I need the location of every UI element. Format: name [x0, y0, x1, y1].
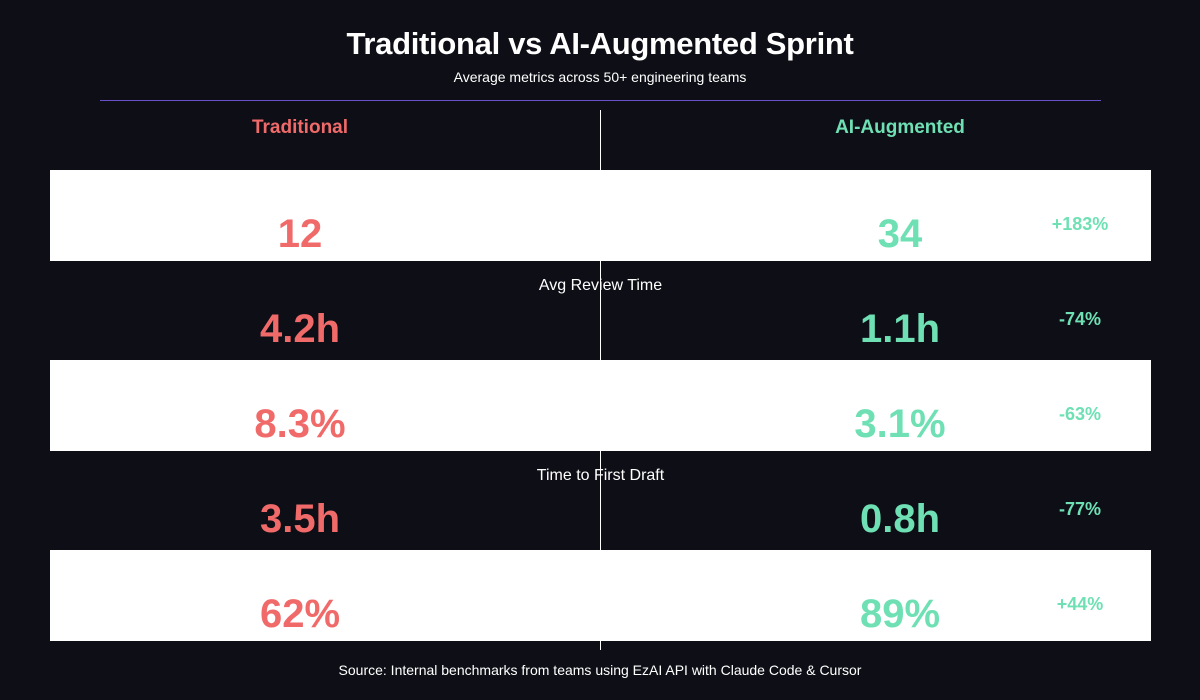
ai-value: 1.1h: [859, 307, 941, 351]
metric-row: 8.3% 3.1% -63%: [50, 360, 1151, 451]
traditional-value: 12: [277, 212, 323, 256]
ai-value: 34: [877, 212, 923, 256]
metric-row: 62% 89% +44%: [50, 550, 1151, 641]
change-badge: +183%: [1051, 214, 1109, 234]
traditional-value: 3.5h: [259, 497, 341, 541]
traditional-value: 4.2h: [259, 307, 341, 351]
column-header-ai-augmented: AI-Augmented: [835, 117, 965, 138]
metric-row: 12 34 +183%: [50, 170, 1151, 261]
metric-label: Avg Review Time: [538, 277, 663, 294]
traditional-value: 62%: [259, 592, 341, 636]
ai-value: 0.8h: [859, 497, 941, 541]
change-badge: -63%: [1058, 404, 1102, 424]
column-header-traditional: Traditional: [251, 117, 349, 138]
change-badge: +44%: [1056, 594, 1104, 614]
traditional-value: 8.3%: [254, 402, 346, 446]
header-divider: [100, 100, 1101, 101]
metric-row: Time to First Draft 3.5h 0.8h -77%: [50, 451, 1151, 550]
change-badge: -77%: [1058, 499, 1102, 519]
change-badge: -74%: [1058, 309, 1102, 329]
chart-subtitle: Average metrics across 50+ engineering t…: [453, 69, 747, 85]
ai-value: 89%: [859, 592, 941, 636]
chart-title: Traditional vs AI-Augmented Sprint: [346, 26, 854, 61]
ai-value: 3.1%: [854, 402, 946, 446]
metric-row: Avg Review Time 4.2h 1.1h -74%: [50, 261, 1151, 360]
metric-label: Time to First Draft: [536, 467, 665, 484]
source-note: Source: Internal benchmarks from teams u…: [338, 662, 862, 678]
